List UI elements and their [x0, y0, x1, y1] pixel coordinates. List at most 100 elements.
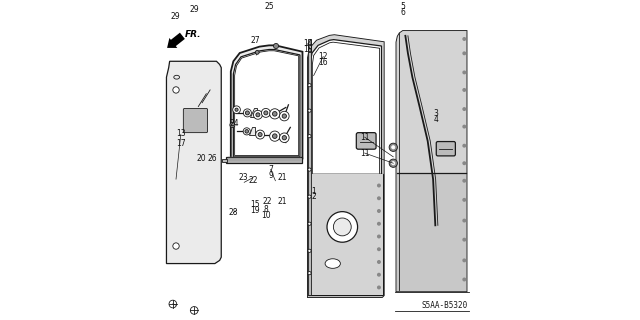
- Circle shape: [463, 238, 465, 241]
- Text: 19: 19: [250, 206, 259, 215]
- Circle shape: [463, 71, 465, 74]
- Circle shape: [392, 162, 395, 165]
- Circle shape: [463, 125, 465, 128]
- Polygon shape: [308, 35, 384, 297]
- Text: 8: 8: [264, 205, 268, 214]
- Polygon shape: [308, 35, 384, 297]
- Text: 26: 26: [208, 154, 218, 163]
- Circle shape: [308, 84, 311, 87]
- Circle shape: [233, 106, 241, 114]
- Circle shape: [308, 195, 311, 198]
- Polygon shape: [166, 61, 221, 264]
- Circle shape: [378, 197, 380, 200]
- FancyBboxPatch shape: [183, 108, 207, 132]
- Text: 11: 11: [360, 148, 369, 157]
- Circle shape: [173, 243, 179, 249]
- FancyBboxPatch shape: [397, 173, 465, 291]
- Polygon shape: [226, 157, 303, 163]
- Text: 17: 17: [176, 139, 186, 148]
- Polygon shape: [234, 50, 300, 157]
- Circle shape: [245, 111, 250, 115]
- Circle shape: [378, 222, 380, 225]
- Circle shape: [261, 108, 270, 117]
- Text: 18: 18: [303, 45, 312, 54]
- Text: 29: 29: [171, 12, 180, 20]
- Circle shape: [273, 112, 277, 116]
- Circle shape: [190, 307, 198, 314]
- Circle shape: [463, 89, 465, 91]
- Text: 14: 14: [303, 39, 312, 48]
- Circle shape: [280, 111, 289, 121]
- Text: 5: 5: [401, 2, 405, 11]
- Text: 27: 27: [250, 36, 260, 45]
- Circle shape: [230, 123, 235, 128]
- Polygon shape: [310, 40, 381, 176]
- Text: FR.: FR.: [185, 30, 202, 39]
- Text: 9: 9: [268, 171, 273, 180]
- Circle shape: [308, 109, 311, 112]
- FancyBboxPatch shape: [356, 132, 376, 149]
- Ellipse shape: [174, 75, 180, 79]
- Circle shape: [378, 261, 380, 263]
- Ellipse shape: [325, 259, 340, 268]
- Circle shape: [378, 286, 380, 289]
- Circle shape: [378, 210, 380, 212]
- Circle shape: [308, 222, 311, 225]
- Text: 7: 7: [268, 165, 273, 174]
- FancyBboxPatch shape: [436, 141, 456, 156]
- Circle shape: [253, 110, 262, 119]
- Circle shape: [243, 128, 250, 135]
- Circle shape: [378, 184, 380, 187]
- Circle shape: [389, 159, 397, 167]
- Text: 20: 20: [196, 154, 205, 163]
- Circle shape: [245, 130, 248, 133]
- Circle shape: [392, 146, 395, 149]
- Polygon shape: [396, 31, 467, 291]
- Text: S5AA-B5320: S5AA-B5320: [422, 301, 468, 310]
- Circle shape: [258, 132, 262, 137]
- Polygon shape: [396, 31, 467, 291]
- Circle shape: [269, 109, 280, 119]
- Text: 23: 23: [239, 173, 248, 182]
- Circle shape: [173, 87, 179, 93]
- Text: 6: 6: [401, 8, 405, 17]
- Circle shape: [169, 300, 177, 308]
- Text: 25: 25: [265, 2, 275, 11]
- FancyArrow shape: [167, 33, 185, 48]
- Text: 29: 29: [189, 5, 199, 14]
- Circle shape: [463, 52, 465, 55]
- Text: 13: 13: [176, 129, 186, 139]
- Circle shape: [255, 130, 264, 139]
- Circle shape: [235, 108, 238, 111]
- Circle shape: [308, 249, 311, 252]
- Text: 16: 16: [318, 58, 328, 67]
- Circle shape: [282, 114, 287, 118]
- Text: 2: 2: [311, 193, 316, 202]
- Circle shape: [243, 109, 252, 117]
- Circle shape: [273, 44, 278, 49]
- Text: 24: 24: [230, 119, 239, 128]
- Text: 22: 22: [248, 176, 258, 185]
- Circle shape: [463, 199, 465, 201]
- FancyBboxPatch shape: [222, 159, 227, 162]
- Circle shape: [327, 212, 358, 242]
- Polygon shape: [308, 174, 383, 295]
- Circle shape: [256, 113, 260, 117]
- Circle shape: [269, 131, 280, 141]
- Circle shape: [280, 133, 289, 142]
- Text: 3: 3: [434, 109, 438, 118]
- Circle shape: [463, 180, 465, 182]
- Text: 12: 12: [319, 52, 328, 61]
- Text: 10: 10: [261, 211, 271, 220]
- Polygon shape: [308, 174, 383, 295]
- Circle shape: [308, 168, 311, 171]
- Text: 28: 28: [228, 208, 238, 217]
- Text: 21: 21: [277, 173, 287, 182]
- Circle shape: [378, 248, 380, 251]
- Circle shape: [463, 219, 465, 222]
- Text: 11: 11: [360, 132, 369, 141]
- Circle shape: [333, 218, 351, 236]
- Circle shape: [463, 259, 465, 262]
- Circle shape: [255, 51, 259, 54]
- Polygon shape: [231, 45, 303, 158]
